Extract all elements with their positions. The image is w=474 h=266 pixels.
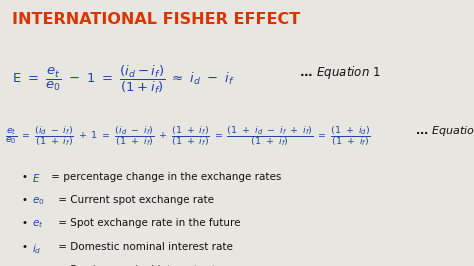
Text: $\dfrac{e_t}{e_0}\ =\ \dfrac{(i_d\ -\ i_f)}{(1\ +\ i_f)}\ +\ 1\ =\ \dfrac{(i_d\ : $\dfrac{e_t}{e_0}\ =\ \dfrac{(i_d\ -\ i_…: [5, 124, 371, 148]
Text: •: •: [21, 218, 27, 228]
Text: •: •: [21, 265, 27, 266]
Text: $e_t$: $e_t$: [32, 218, 44, 230]
Text: $e_0$: $e_0$: [32, 195, 45, 207]
Text: = percentage change in the exchange rates: = percentage change in the exchange rate…: [48, 172, 281, 182]
Text: INTERNATIONAL FISHER EFFECT: INTERNATIONAL FISHER EFFECT: [12, 12, 300, 27]
Text: $E$: $E$: [32, 172, 41, 184]
Text: •: •: [21, 242, 27, 252]
Text: $\mathrm{E}\ =\ \dfrac{e_t}{e_0}\ -\ 1\ =\ \dfrac{(i_d-i_f)}{(1+i_f)}\ \approx\ : $\mathrm{E}\ =\ \dfrac{e_t}{e_0}\ -\ 1\ …: [12, 64, 235, 96]
Text: $i_d$: $i_d$: [32, 242, 42, 256]
Text: = Current spot exchange rate: = Current spot exchange rate: [55, 195, 214, 205]
Text: = Spot exchange rate in the future: = Spot exchange rate in the future: [55, 218, 241, 228]
Text: ... $\mathit{Equation\ 1}$: ... $\mathit{Equation\ 1}$: [299, 64, 380, 81]
Text: $i_f$: $i_f$: [32, 265, 41, 266]
Text: •: •: [21, 172, 27, 182]
Text: ... $\mathit{Equation\ 2}$: ... $\mathit{Equation\ 2}$: [415, 124, 474, 138]
Text: = Domestic nominal interest rate: = Domestic nominal interest rate: [55, 242, 233, 252]
Text: = Foreign nominal interest rate: = Foreign nominal interest rate: [55, 265, 223, 266]
Text: •: •: [21, 195, 27, 205]
